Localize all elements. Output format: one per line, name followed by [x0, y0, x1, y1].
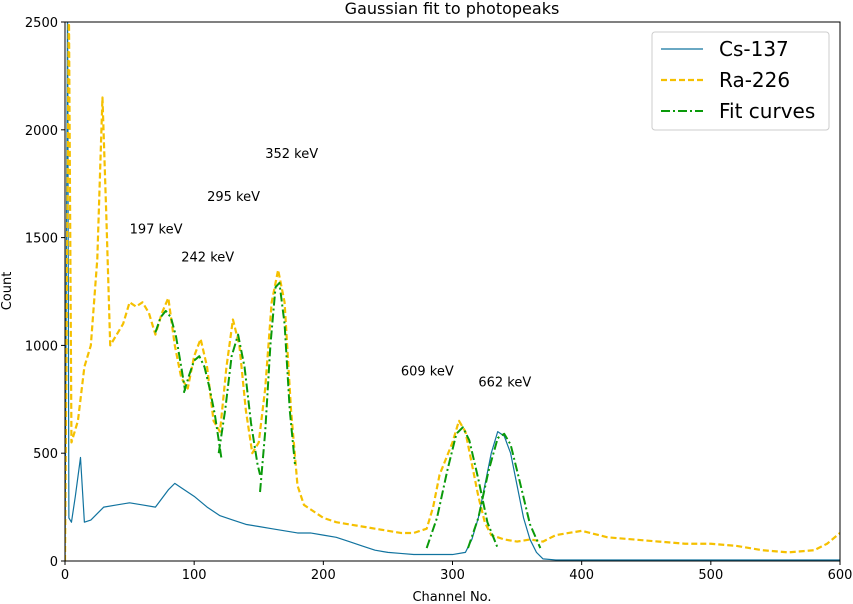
legend-box	[651, 31, 830, 131]
legend-label: Ra-226	[719, 68, 790, 92]
y-axis-label: Count	[0, 272, 15, 311]
series-line	[65, 22, 840, 561]
annotation: 662 keV	[478, 375, 531, 390]
annotation: 242 keV	[181, 250, 234, 265]
x-tick-label: 600	[828, 568, 853, 583]
y-tick-label: 1500	[25, 232, 58, 247]
legend-label: Fit curves	[719, 99, 815, 123]
y-tick-label: 2000	[25, 124, 58, 139]
annotation: 197 keV	[130, 222, 183, 237]
x-tick-label: 200	[311, 568, 336, 583]
x-axis-label: Channel No.	[412, 590, 491, 604]
plot-area	[65, 22, 840, 561]
y-tick-label: 2500	[25, 16, 58, 31]
x-tick-label: 300	[440, 568, 465, 583]
annotation: 295 keV	[207, 190, 260, 205]
series-line	[154, 281, 542, 549]
x-tick-label: 400	[569, 568, 594, 583]
x-tick-label: 500	[698, 568, 723, 583]
series-line	[65, 22, 840, 561]
x-tick-label: 100	[182, 568, 207, 583]
annotation: 352 keV	[265, 147, 318, 162]
y-tick-label: 500	[33, 447, 58, 462]
chart-title: Gaussian fit to photopeaks	[345, 0, 560, 18]
y-tick-label: 1000	[25, 339, 58, 354]
legend-label: Cs-137	[719, 37, 789, 61]
y-tick-label: 0	[50, 555, 58, 570]
x-tick-label: 0	[61, 568, 69, 583]
annotation: 609 keV	[401, 365, 454, 380]
